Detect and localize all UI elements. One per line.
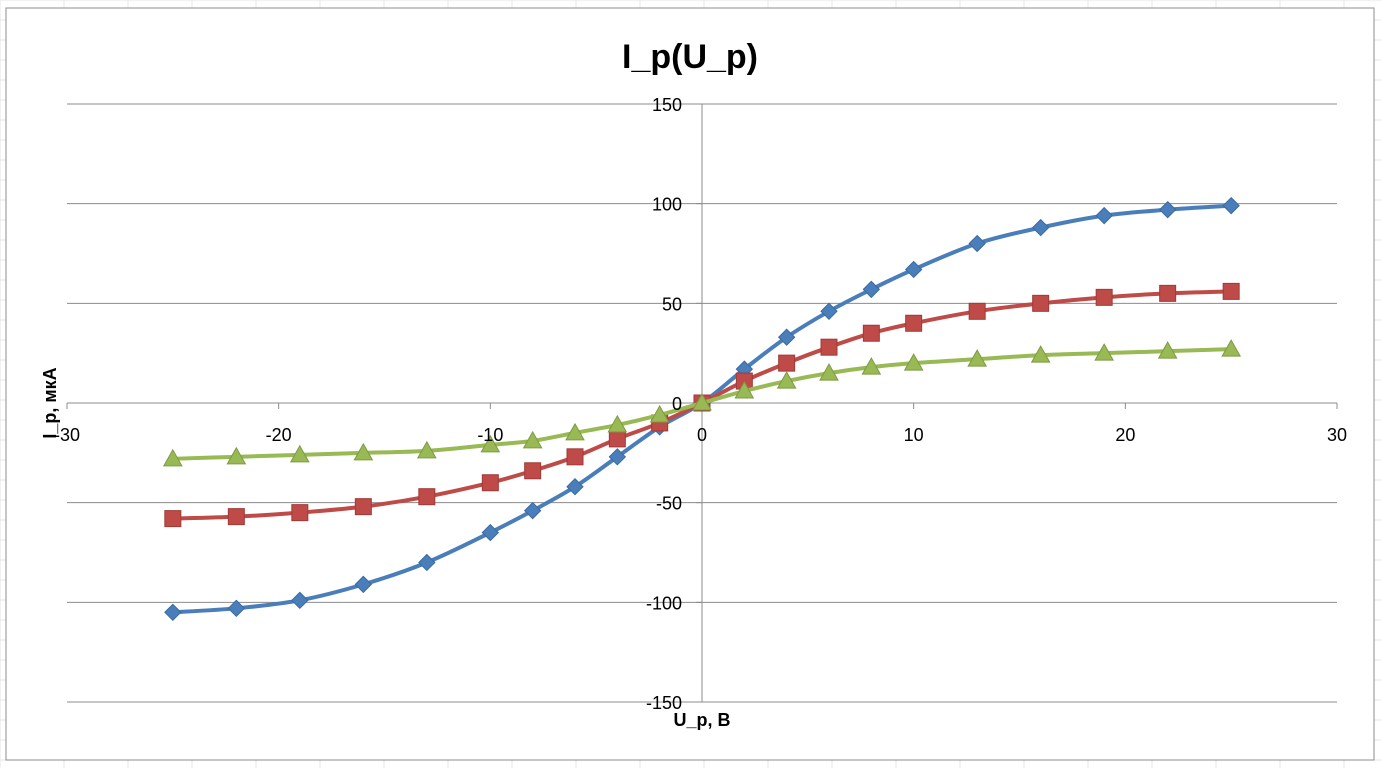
- data-point[interactable]: [416, 440, 437, 459]
- y-tick-label: 50: [662, 294, 682, 314]
- x-axis-label: U_p, В: [673, 710, 730, 730]
- chart-frame[interactable]: [5, 7, 1375, 761]
- series-layer: [162, 196, 1242, 622]
- data-point[interactable]: [418, 553, 436, 572]
- data-point[interactable]: [1221, 339, 1242, 357]
- data-point[interactable]: [354, 575, 373, 594]
- data-point[interactable]: [481, 474, 499, 492]
- data-point[interactable]: [1159, 284, 1177, 302]
- data-point[interactable]: [968, 302, 986, 320]
- data-point[interactable]: [566, 448, 584, 466]
- data-point[interactable]: [1032, 294, 1050, 312]
- data-point[interactable]: [1095, 206, 1113, 225]
- data-point[interactable]: [777, 328, 796, 346]
- data-point[interactable]: [862, 280, 881, 299]
- data-point[interactable]: [1222, 282, 1240, 300]
- y-tick-labels: -150 -100 -50 0 50 100 150: [646, 95, 682, 713]
- data-point[interactable]: [903, 353, 924, 371]
- x-tick-label: 20: [1115, 425, 1135, 445]
- data-point[interactable]: [861, 357, 882, 375]
- data-point[interactable]: [820, 302, 838, 321]
- data-point[interactable]: [480, 434, 501, 453]
- x-tick-label: 30: [1327, 425, 1347, 445]
- data-point[interactable]: [1031, 218, 1050, 237]
- data-point[interactable]: [481, 523, 500, 542]
- data-point[interactable]: [1095, 288, 1113, 306]
- data-point[interactable]: [354, 498, 372, 516]
- data-point[interactable]: [164, 603, 182, 622]
- data-point[interactable]: [862, 324, 880, 342]
- data-point[interactable]: [819, 363, 839, 381]
- data-point[interactable]: [608, 448, 627, 466]
- x-tick-label: 0: [697, 425, 707, 445]
- x-tick-labels: -30 -20 -10 0 10 20 30: [54, 425, 1347, 445]
- data-point[interactable]: [162, 448, 183, 467]
- data-point[interactable]: [776, 371, 797, 389]
- data-point[interactable]: [291, 504, 309, 522]
- y-tick-label: 0: [672, 394, 682, 414]
- data-point[interactable]: [607, 414, 628, 433]
- data-point[interactable]: [608, 430, 626, 448]
- data-point[interactable]: [649, 404, 670, 423]
- x-tick-label: 10: [904, 425, 924, 445]
- data-point[interactable]: [164, 510, 182, 528]
- data-point[interactable]: [692, 392, 712, 411]
- data-point[interactable]: [1222, 196, 1240, 215]
- x-tick-label: -30: [54, 425, 80, 445]
- y-tick-label: 150: [652, 95, 682, 115]
- chart-title: I_p(U_p): [622, 38, 758, 76]
- data-point[interactable]: [1030, 345, 1051, 363]
- data-point[interactable]: [289, 444, 310, 463]
- y-tick-label: -150: [646, 693, 682, 713]
- data-point[interactable]: [418, 488, 436, 506]
- x-tick-label: -20: [266, 425, 292, 445]
- data-point[interactable]: [227, 508, 245, 526]
- data-point[interactable]: [967, 349, 988, 367]
- y-tick-label: -50: [656, 494, 682, 514]
- data-point[interactable]: [353, 442, 374, 461]
- data-point[interactable]: [227, 599, 246, 618]
- data-point[interactable]: [522, 430, 543, 449]
- y-tick-label: 100: [652, 195, 682, 215]
- data-point[interactable]: [734, 381, 755, 399]
- data-point[interactable]: [1157, 341, 1178, 359]
- data-point[interactable]: [904, 260, 923, 279]
- data-point[interactable]: [1094, 343, 1115, 361]
- y-tick-label: -100: [646, 593, 682, 613]
- data-point[interactable]: [778, 354, 796, 372]
- data-point[interactable]: [291, 591, 309, 610]
- data-point[interactable]: [905, 314, 923, 332]
- data-point[interactable]: [226, 446, 247, 465]
- data-point[interactable]: [566, 478, 584, 496]
- y-axis-label: I_p, мкА: [40, 367, 60, 438]
- data-point[interactable]: [565, 422, 585, 441]
- data-point[interactable]: [523, 501, 542, 520]
- data-point[interactable]: [820, 338, 838, 356]
- x-tick-label: -10: [477, 425, 503, 445]
- data-point[interactable]: [524, 462, 542, 480]
- series-3: [162, 339, 1242, 467]
- data-point[interactable]: [968, 234, 986, 253]
- data-point[interactable]: [1158, 200, 1177, 219]
